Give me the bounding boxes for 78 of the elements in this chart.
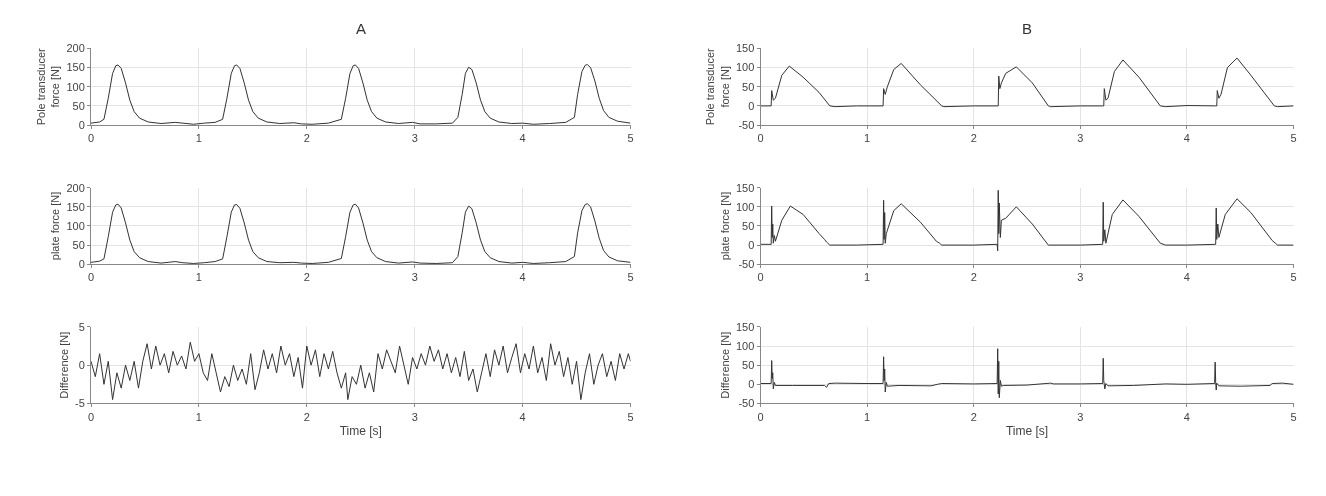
y-tick-label: 50 [742, 80, 755, 93]
y-tick-label: 0 [78, 118, 85, 131]
x-tick-label: 1 [195, 410, 202, 423]
x-tick-label: 2 [970, 271, 977, 284]
x-tick-label: 1 [195, 132, 202, 145]
x-axis-title: Time [s] [339, 423, 382, 438]
x-tick-label: 4 [1183, 271, 1190, 284]
x-tick-label: 2 [303, 410, 310, 423]
x-tick-label: 3 [411, 271, 418, 284]
y-axis-title: Difference [N] [57, 331, 70, 399]
y-tick-label: 100 [735, 200, 755, 213]
y-tick-label: -50 [738, 258, 755, 271]
y-axis-title: plate force [N] [49, 191, 62, 261]
x-tick-label: 1 [195, 271, 202, 284]
x-tick-label: 5 [627, 132, 634, 145]
y-axis-title: Pole transducer force [N] [34, 47, 62, 126]
x-tick-label: 4 [1183, 410, 1190, 423]
x-tick-label: 4 [1183, 132, 1190, 145]
y-tick-label: 100 [735, 61, 755, 74]
x-axis-title: Time [s] [1005, 423, 1049, 438]
x-tick-label: 2 [970, 410, 977, 423]
x-tick-label: 3 [411, 410, 418, 423]
x-tick-label: 5 [1290, 271, 1297, 284]
y-tick-label: -5 [75, 397, 85, 410]
x-tick-label: 0 [87, 132, 95, 145]
x-tick-label: 0 [87, 410, 95, 423]
x-tick-label: 0 [757, 410, 764, 423]
x-tick-label: 1 [864, 410, 871, 423]
x-tick-label: 0 [757, 132, 764, 145]
y-tick-label: 0 [748, 378, 755, 391]
line-series [91, 341, 631, 401]
y-tick-label: -50 [738, 397, 755, 410]
y-tick-label: 150 [66, 200, 85, 213]
y-tick-label: 5 [78, 320, 85, 333]
x-tick-label: 1 [864, 271, 871, 284]
x-tick-label: 0 [757, 271, 764, 284]
x-tick-label: 3 [1077, 271, 1084, 284]
y-tick-label: 200 [66, 42, 85, 55]
y-tick-label: 100 [66, 219, 85, 232]
y-tick-label: 50 [72, 99, 85, 112]
x-tick-label: 2 [303, 271, 310, 284]
x-tick-label: 3 [1077, 132, 1084, 145]
y-tick-label: 50 [742, 219, 755, 232]
x-tick-label: 1 [864, 132, 871, 145]
x-tick-label: 0 [87, 271, 95, 284]
y-tick-label: 100 [735, 339, 755, 352]
y-tick-label: 0 [748, 238, 755, 251]
y-tick-label: 150 [66, 61, 85, 74]
line-series [760, 57, 1294, 108]
y-tick-label: 150 [735, 42, 755, 55]
x-tick-label: 5 [1290, 132, 1297, 145]
y-tick-label: 150 [735, 320, 755, 333]
y-axis-title: Pole transducer force [N] [704, 47, 731, 126]
x-tick-label: 3 [411, 132, 418, 145]
x-tick-label: 4 [519, 410, 526, 423]
x-tick-label: 2 [303, 132, 310, 145]
x-tick-label: 5 [627, 271, 634, 284]
chart-title: B [1022, 20, 1033, 37]
line-series [760, 189, 1294, 252]
y-tick-label: 150 [735, 181, 755, 194]
x-tick-label: 4 [519, 132, 526, 145]
y-tick-label: 100 [66, 80, 85, 93]
y-tick-label: 50 [742, 359, 755, 372]
line-series [760, 348, 1294, 399]
y-tick-label: 0 [78, 258, 85, 271]
y-tick-label: 0 [748, 99, 755, 112]
y-tick-label: 0 [78, 359, 85, 372]
y-tick-label: 50 [72, 238, 85, 251]
y-tick-label: 200 [66, 181, 85, 194]
y-axis-title: plate force [N] [718, 191, 731, 261]
x-tick-label: 2 [970, 132, 977, 145]
y-axis-title: Difference [N] [718, 331, 731, 399]
x-tick-label: 5 [627, 410, 634, 423]
chart-title: A [356, 20, 367, 37]
x-tick-label: 3 [1077, 410, 1084, 423]
x-tick-label: 5 [1290, 410, 1297, 423]
y-tick-label: -50 [738, 118, 755, 131]
x-tick-label: 4 [519, 271, 526, 284]
